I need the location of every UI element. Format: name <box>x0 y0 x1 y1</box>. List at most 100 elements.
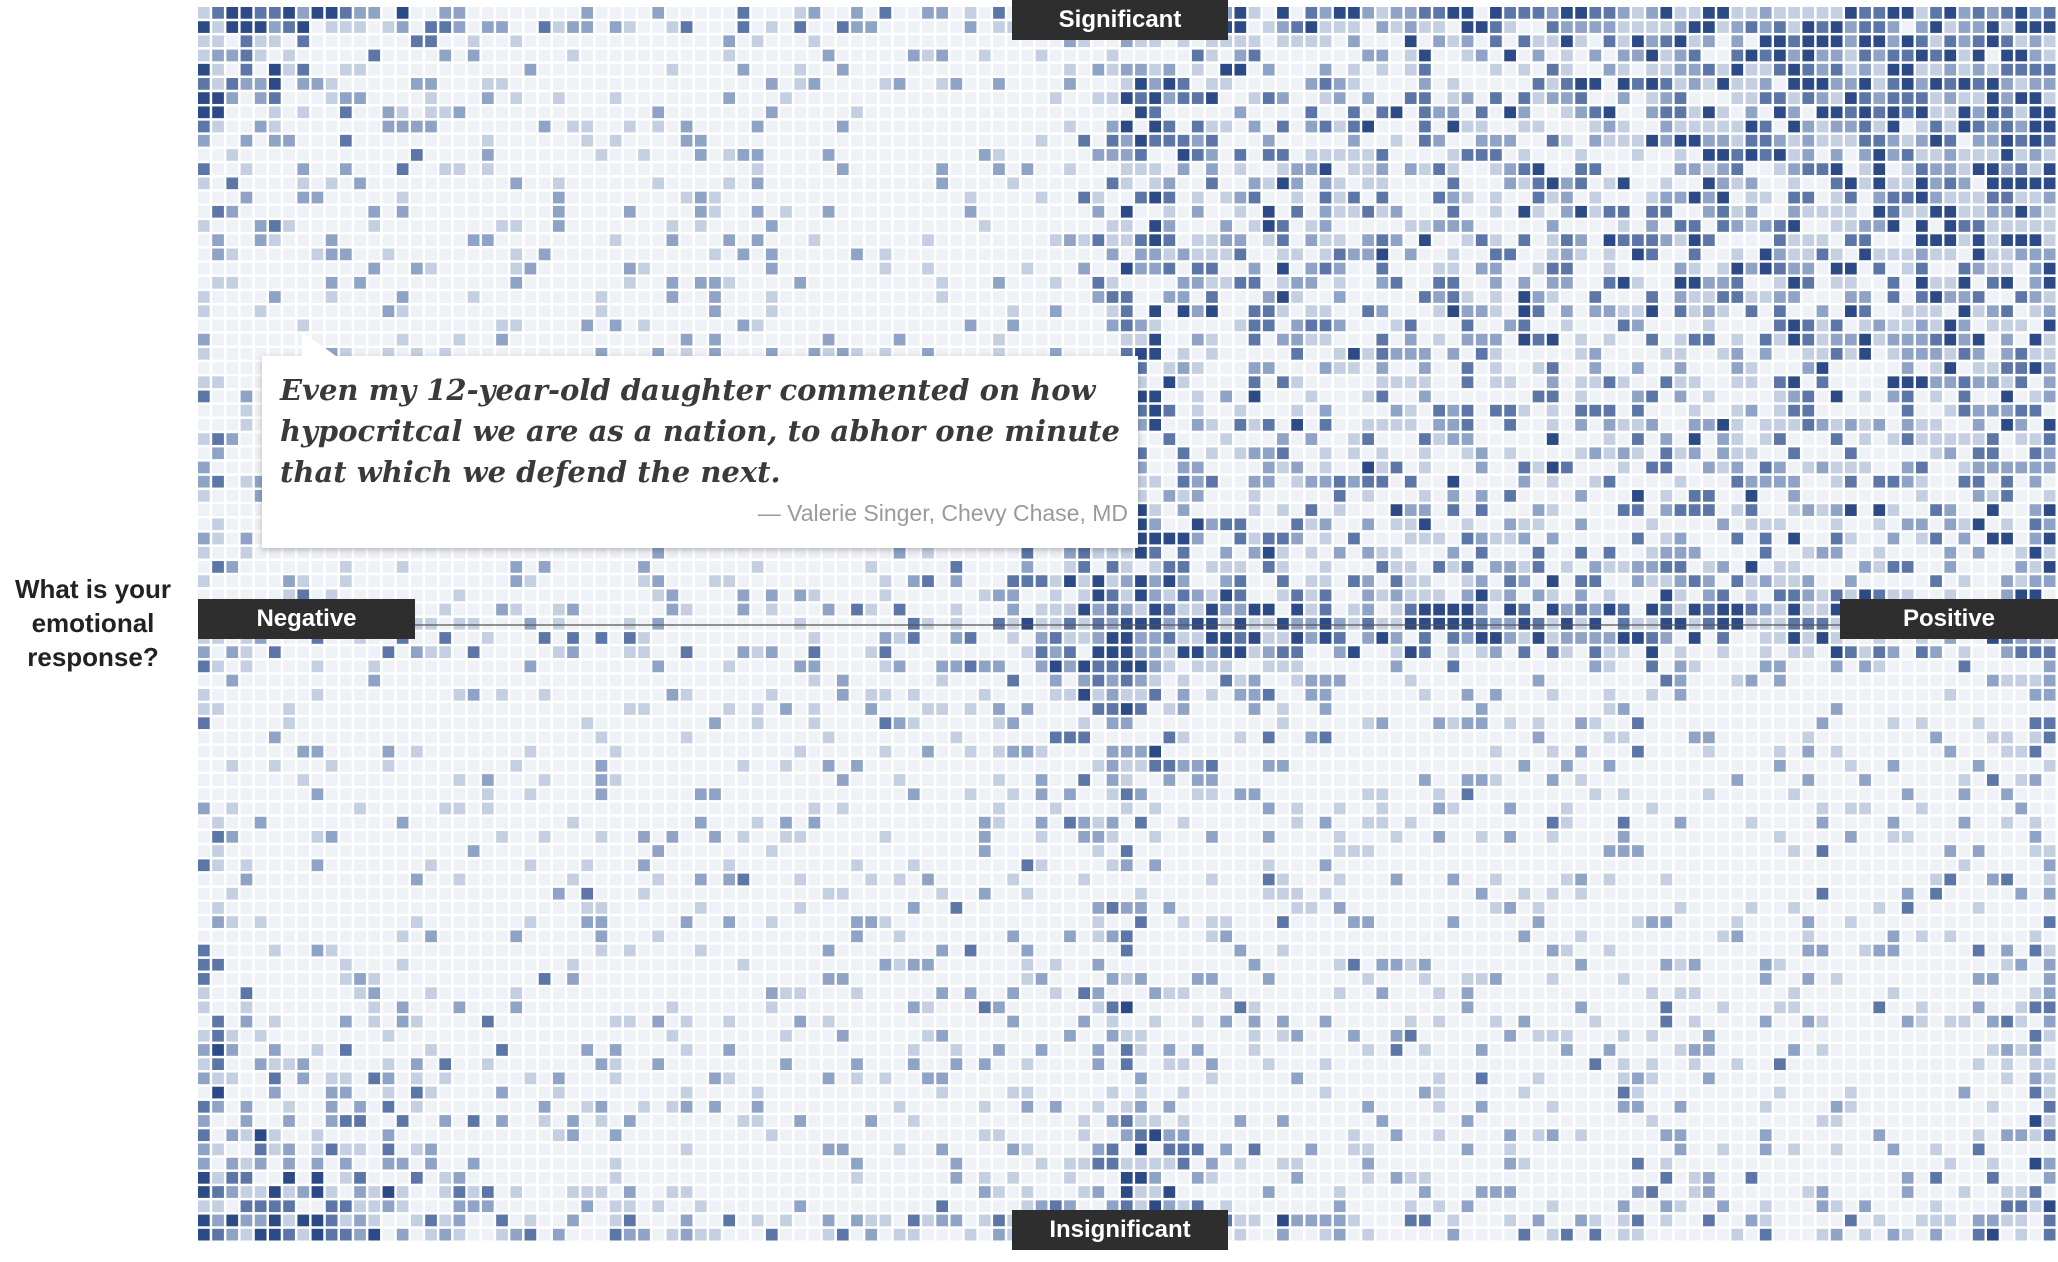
response-cell <box>1589 7 1602 19</box>
response-cell <box>1135 262 1147 275</box>
response-cell <box>836 347 849 360</box>
response-cell <box>1617 49 1630 62</box>
response-cell <box>1461 390 1474 403</box>
response-cell <box>1816 92 1829 104</box>
response-cell <box>552 35 565 48</box>
response-cell <box>1504 490 1516 502</box>
response-cell <box>339 63 352 76</box>
response-cell <box>453 276 466 289</box>
response-cell <box>1333 163 1346 175</box>
response-cell <box>1291 35 1303 48</box>
response-cell <box>1447 291 1460 303</box>
response-cell <box>1419 35 1431 48</box>
response-cell <box>2015 291 2028 303</box>
response-cell <box>1277 490 1289 502</box>
response-cell <box>1688 205 1701 218</box>
response-cell <box>1447 234 1460 247</box>
response-cell <box>1277 305 1289 318</box>
response-cell <box>439 63 452 76</box>
response-cell <box>1788 276 1800 289</box>
response-cell <box>1177 78 1190 90</box>
response-cell <box>1987 120 1999 133</box>
response-cell <box>1504 390 1516 403</box>
response-cell <box>1248 362 1261 374</box>
response-cell <box>1660 390 1673 403</box>
response-cell <box>1220 475 1232 488</box>
response-cell <box>723 7 736 19</box>
response-cell <box>1944 291 1957 303</box>
response-cell <box>1248 120 1261 133</box>
response-cell <box>1447 390 1460 403</box>
response-cell <box>297 177 310 190</box>
response-cell <box>1419 149 1431 161</box>
response-cell <box>1135 490 1147 502</box>
response-cell <box>268 319 281 332</box>
response-cell <box>1873 134 1886 147</box>
response-cell <box>623 305 636 318</box>
response-cell <box>1305 92 1318 104</box>
response-cell <box>794 7 807 19</box>
response-cell <box>1944 376 1957 389</box>
response-cell <box>964 291 977 303</box>
response-cell <box>1490 276 1502 289</box>
response-cell <box>1518 191 1531 204</box>
response-cell <box>765 177 778 190</box>
response-cell <box>623 291 636 303</box>
response-cell <box>1688 291 1701 303</box>
response-cell <box>822 220 835 232</box>
response-cell <box>1916 149 1928 161</box>
response-cell <box>1617 461 1630 474</box>
response-cell <box>382 205 395 218</box>
response-cell <box>936 177 949 190</box>
response-cell <box>2015 262 2028 275</box>
response-cell <box>1447 518 1460 531</box>
response-cell <box>723 78 736 90</box>
response-cell <box>1248 163 1261 175</box>
response-cell <box>1802 518 1815 531</box>
response-cell <box>964 35 977 48</box>
response-cell <box>1717 63 1729 76</box>
response-cell <box>1745 490 1758 502</box>
response-cell <box>1390 518 1403 531</box>
response-cell <box>780 134 792 147</box>
response-cell <box>283 63 295 76</box>
response-cell <box>226 404 239 417</box>
response-cell <box>993 120 1005 133</box>
response-cell <box>1135 35 1147 48</box>
response-cell <box>1291 220 1303 232</box>
response-cell <box>496 106 508 119</box>
response-cell <box>907 220 920 232</box>
response-cell <box>1788 504 1800 516</box>
response-cell <box>240 63 253 76</box>
response-cell <box>1575 35 1587 48</box>
response-cell <box>1433 177 1445 190</box>
response-cell <box>879 92 892 104</box>
response-cell <box>1518 21 1531 33</box>
response-cell <box>1433 191 1445 204</box>
response-cell <box>1887 305 1900 318</box>
response-cell <box>666 120 679 133</box>
response-cell <box>1404 333 1417 346</box>
response-cell <box>694 347 707 360</box>
response-cell <box>694 191 707 204</box>
response-cell <box>907 234 920 247</box>
response-cell <box>1390 461 1403 474</box>
response-cell <box>1390 376 1403 389</box>
response-cell <box>283 78 295 90</box>
response-cell <box>581 92 594 104</box>
response-cell <box>638 333 650 346</box>
response-cell <box>1901 404 1914 417</box>
response-cell <box>1135 362 1147 374</box>
response-cell <box>1362 21 1374 33</box>
response-cell <box>410 92 423 104</box>
response-cell <box>382 35 395 48</box>
response-cell <box>1461 49 1474 62</box>
response-cell <box>1717 518 1729 531</box>
response-cell <box>425 291 437 303</box>
response-cell <box>1177 276 1190 289</box>
response-cell <box>1305 262 1318 275</box>
response-cell <box>567 220 579 232</box>
response-cell <box>1177 134 1190 147</box>
response-cell <box>1589 276 1602 289</box>
response-cell <box>1177 490 1190 502</box>
